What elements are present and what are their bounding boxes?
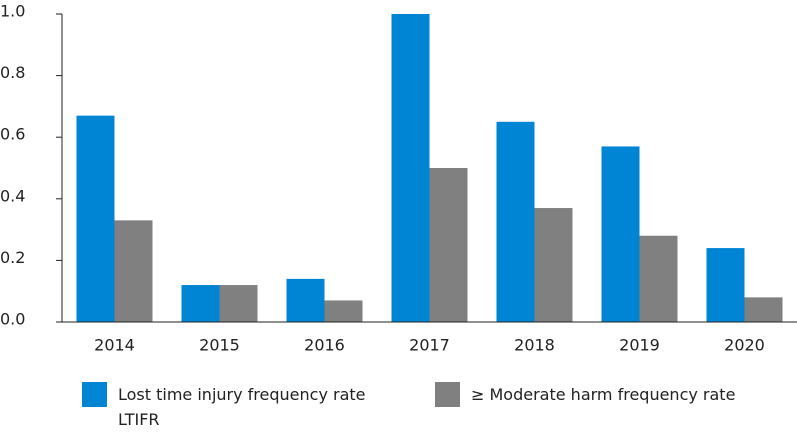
x-tick-label: 2019	[619, 336, 660, 355]
bar	[534, 208, 573, 322]
bar	[601, 146, 640, 322]
bar	[496, 121, 535, 322]
bar	[324, 300, 363, 322]
legend-swatch	[435, 382, 460, 407]
legend-label: Lost time injury frequency rate LTIFR	[118, 385, 366, 429]
x-tick-label: 2015	[199, 336, 240, 355]
legend-swatch	[82, 382, 107, 407]
bar	[219, 285, 258, 322]
legend-item: ≥ Moderate harm frequency rate	[435, 382, 765, 407]
y-tick-label: 0.2	[0, 248, 25, 267]
x-tick-label: 2014	[94, 336, 135, 355]
x-tick-label: 2017	[409, 336, 450, 355]
bar	[744, 297, 783, 322]
y-tick-label: 0.8	[0, 63, 25, 82]
legend-item: Lost time injury frequency rate LTIFR	[82, 382, 382, 432]
bar	[76, 115, 115, 322]
bar	[181, 285, 220, 322]
y-tick-label: 0.4	[0, 186, 25, 205]
x-tick-label: 2016	[304, 336, 345, 355]
bar	[639, 235, 678, 322]
x-tick-label: 2020	[724, 336, 765, 355]
bar	[114, 220, 153, 322]
bar	[391, 14, 430, 322]
y-tick-label: 0.6	[0, 125, 25, 144]
y-tick-label: 1.0	[0, 2, 25, 21]
bar	[286, 278, 325, 322]
y-tick-label: 0.0	[0, 310, 25, 329]
x-tick-label: 2018	[514, 336, 555, 355]
bar	[429, 168, 468, 322]
bar	[706, 248, 745, 322]
legend-label: ≥ Moderate harm frequency rate	[471, 385, 736, 404]
